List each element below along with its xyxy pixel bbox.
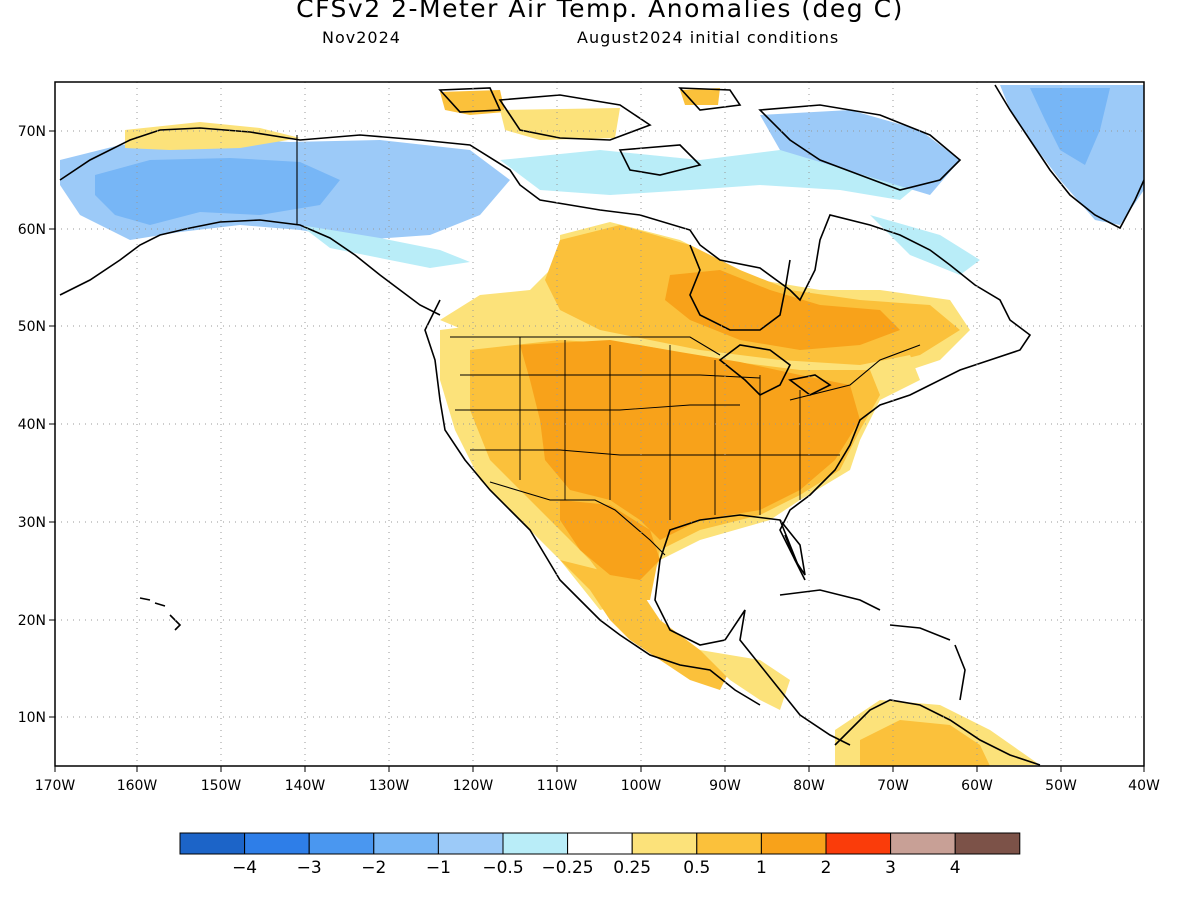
lat-label: 60N (18, 222, 46, 238)
hawaii-islands (139, 597, 182, 631)
greenland-coastline (994, 84, 1144, 230)
anomaly-fields (55, 82, 1144, 766)
tick-marks (49, 130, 1145, 772)
north-america-coastline (59, 127, 1032, 746)
legend-swatch (179, 832, 246, 855)
lon-label: 160W (117, 778, 158, 794)
baffin-coastline (758, 104, 962, 191)
legend-swatch (437, 832, 504, 855)
south-america-coastline (834, 699, 1041, 766)
coastlines (59, 84, 1144, 766)
legend-label: 2 (821, 858, 832, 878)
caribbean-islands (779, 589, 966, 701)
legend-label: −1 (426, 858, 451, 878)
great-lakes-outline (718, 344, 832, 396)
lon-label: 40W (1128, 778, 1160, 794)
us-state-lines (455, 337, 840, 520)
central-america-warm (700, 650, 790, 710)
legend-swatch (696, 832, 762, 855)
borders (296, 135, 921, 556)
lon-labels: 170W 160W 150W 140W 130W 120W 110W 100W … (35, 778, 1160, 794)
lon-label: 170W (35, 778, 76, 794)
legend-label: −0.5 (482, 858, 523, 878)
legend-swatch (954, 832, 1021, 855)
lat-label: 20N (18, 613, 46, 629)
graticule (55, 82, 1144, 766)
lon-label: 150W (201, 778, 242, 794)
lat-label: 10N (18, 710, 46, 726)
legend-swatch (890, 832, 956, 855)
greenland-cold-core (1030, 88, 1110, 165)
lon-label: 120W (453, 778, 494, 794)
lat-label: 70N (18, 124, 46, 140)
arctic-islands-coastline (438, 87, 742, 176)
alaska-coastline (59, 219, 441, 316)
legend-swatch (567, 832, 633, 855)
hudson-bay-coastline (689, 244, 791, 331)
florida-coastline (779, 519, 806, 581)
legend-swatch (760, 832, 827, 855)
lon-label: 60W (961, 778, 993, 794)
lon-label: 130W (369, 778, 410, 794)
legend-swatch (502, 832, 569, 855)
legend-swatch (308, 832, 375, 855)
legend-label: −3 (297, 858, 322, 878)
arctic-warm-patch-3 (680, 88, 720, 105)
lon-label: 50W (1045, 778, 1077, 794)
legend-label: −4 (232, 858, 257, 878)
legend-label: 1 (756, 858, 767, 878)
legend-swatch (373, 832, 439, 855)
lon-label: 100W (621, 778, 662, 794)
lat-labels: 70N 60N 50N 40N 30N 20N 10N (18, 124, 46, 726)
yukon-cool-anomaly (300, 225, 470, 268)
forecast-month-label: Nov2024 (322, 28, 401, 47)
mexico-warm (560, 560, 730, 690)
legend-label: 0.25 (613, 858, 651, 878)
labrador-cool-anomaly (870, 215, 980, 275)
legend-label: −0.25 (542, 858, 594, 878)
initial-conditions-label: August2024 initial conditions (577, 28, 840, 47)
central-us-strong-warm (520, 340, 860, 540)
lon-label: 70W (877, 778, 909, 794)
lat-label: 30N (18, 515, 46, 531)
legend-label: −2 (361, 858, 386, 878)
legend-label: 0.5 (683, 858, 710, 878)
legend-swatch (825, 832, 892, 855)
texas-mexico-strong-warm (560, 500, 660, 580)
hudson-ontario-strong-warm (665, 270, 900, 350)
map-title: CFSv2 2-Meter Air Temp. Anomalies (deg C… (296, 0, 904, 23)
baffin-cool-anomaly (760, 110, 960, 195)
lat-label: 50N (18, 319, 46, 335)
alaska-cold-core (95, 158, 340, 225)
us-canada-border (450, 336, 921, 401)
lon-label: 80W (793, 778, 825, 794)
lat-label: 40N (18, 417, 46, 433)
legend-labels: −4 −3 −2 −1 −0.5 −0.25 0.25 0.5 1 2 3 4 (232, 858, 961, 878)
lon-label: 140W (285, 778, 326, 794)
legend-label: 4 (950, 858, 961, 878)
lon-label: 90W (709, 778, 741, 794)
legend-swatch (631, 832, 698, 855)
legend-boxes (179, 832, 1021, 855)
legend-label: 3 (885, 858, 896, 878)
us-mexico-border (489, 481, 666, 556)
legend-swatch (244, 832, 310, 855)
lon-label: 110W (537, 778, 578, 794)
